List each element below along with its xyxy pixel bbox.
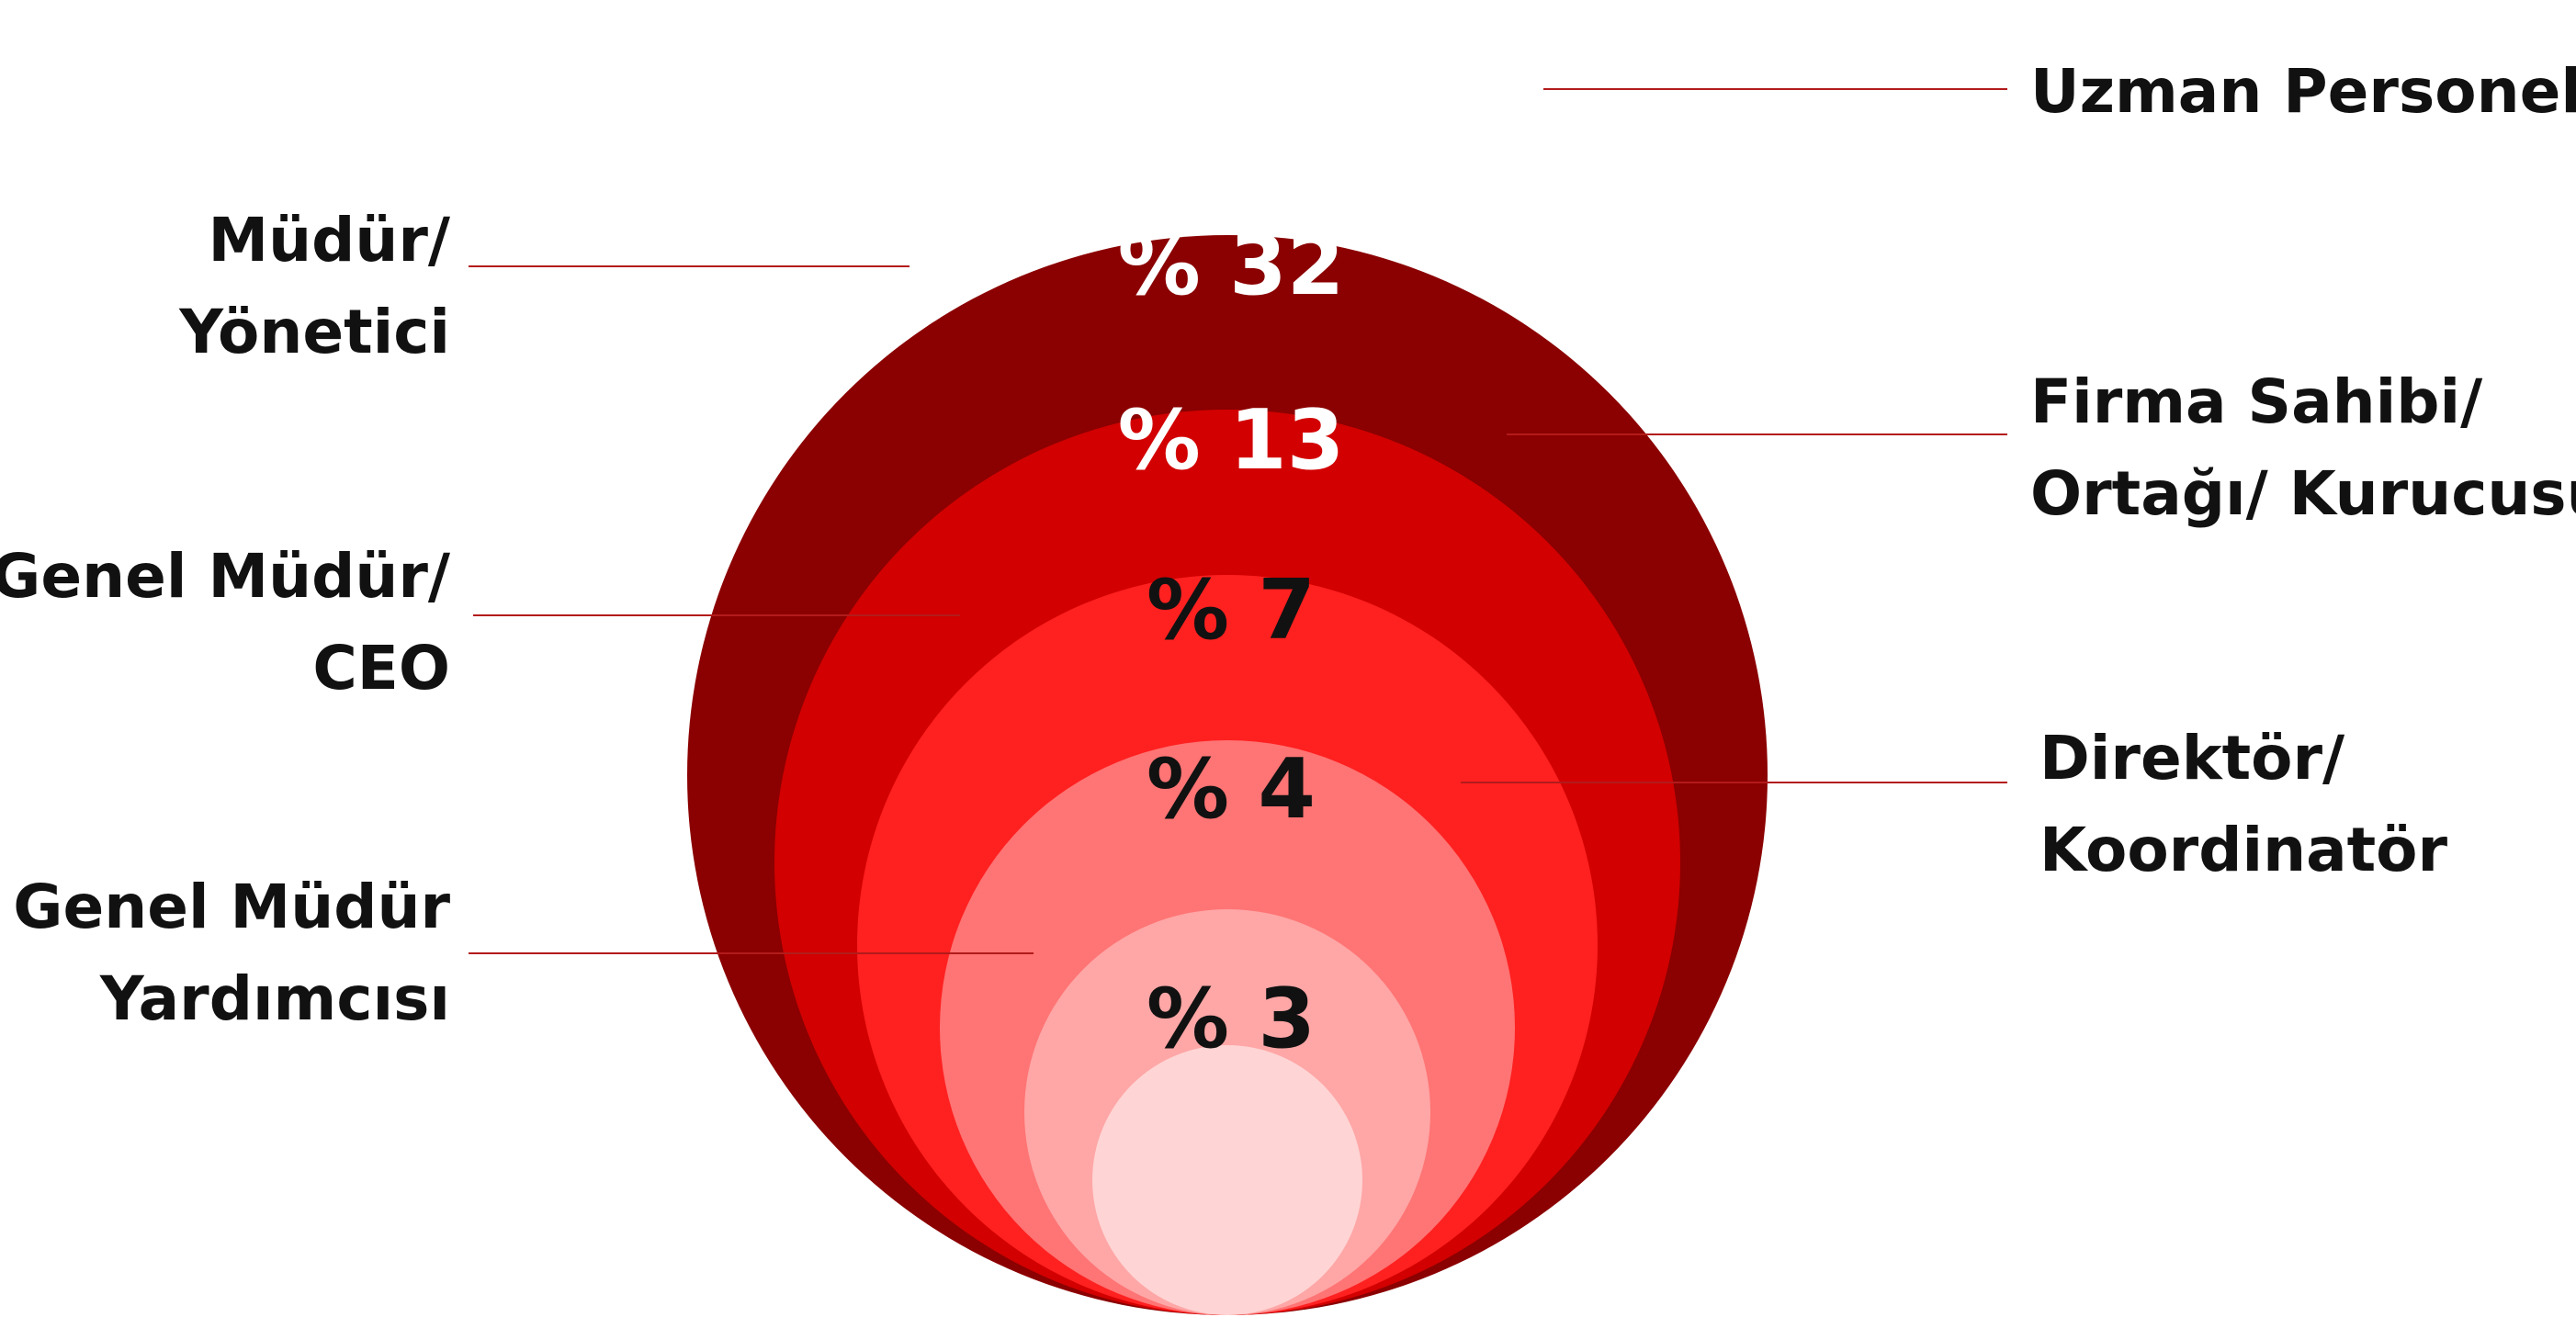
leader-lines [469,88,2007,954]
category-label-uzman-personel-line-1: Uzman Personel [2030,56,2576,127]
category-label-direktor-koordinator-line-1: Direktör/ [2039,723,2345,794]
category-label-genel-mudur-yardimcisi-line-2: Yardımcısı [99,963,450,1034]
category-label-mudur-yonetici-line-1: Müdür/ [208,205,450,276]
category-label-direktor-koordinator-line-2: Koordinatör [2039,815,2448,885]
circle-layers [687,235,1768,1315]
value-label-direktor-koordinator: % 4 [1147,741,1316,838]
value-label-firma-sahibi-ortagi-kurucusu: % 13 [1118,392,1345,489]
category-label-firma-sahibi-ortagi-kurucusu-line-2: Ortağı/ Kurucusu [2030,458,2576,529]
value-labels: % 42 % 32 % 13 % 7 % 4 % 3 [1118,48,1345,1067]
value-label-mudur-yonetici: % 32 [1118,218,1345,314]
category-labels: Uzman Personel Müdür/Yönetici Firma Sahibi… [0,56,2576,1034]
category-label-mudur-yonetici-line-2: Yönetici [178,297,450,367]
category-label-firma-sahibi-ortagi-kurucusu-line-1: Firma Sahibi/ [2030,366,2483,437]
category-label-genel-mudur-ceo-line-1: Genel Müdür/ [0,541,451,612]
value-label-uzman-personel: % 42 [1118,48,1345,144]
circle-genel-mudur-yardimcisi [1092,1045,1362,1315]
category-label-genel-mudur-ceo-line-2: CEO [312,633,450,704]
value-label-genel-mudur-ceo: % 7 [1147,562,1316,658]
value-label-genel-mudur-yardimcisi: % 3 [1147,971,1316,1067]
category-label-genel-mudur-yardimcisi-line-1: Genel Müdür [13,872,450,942]
